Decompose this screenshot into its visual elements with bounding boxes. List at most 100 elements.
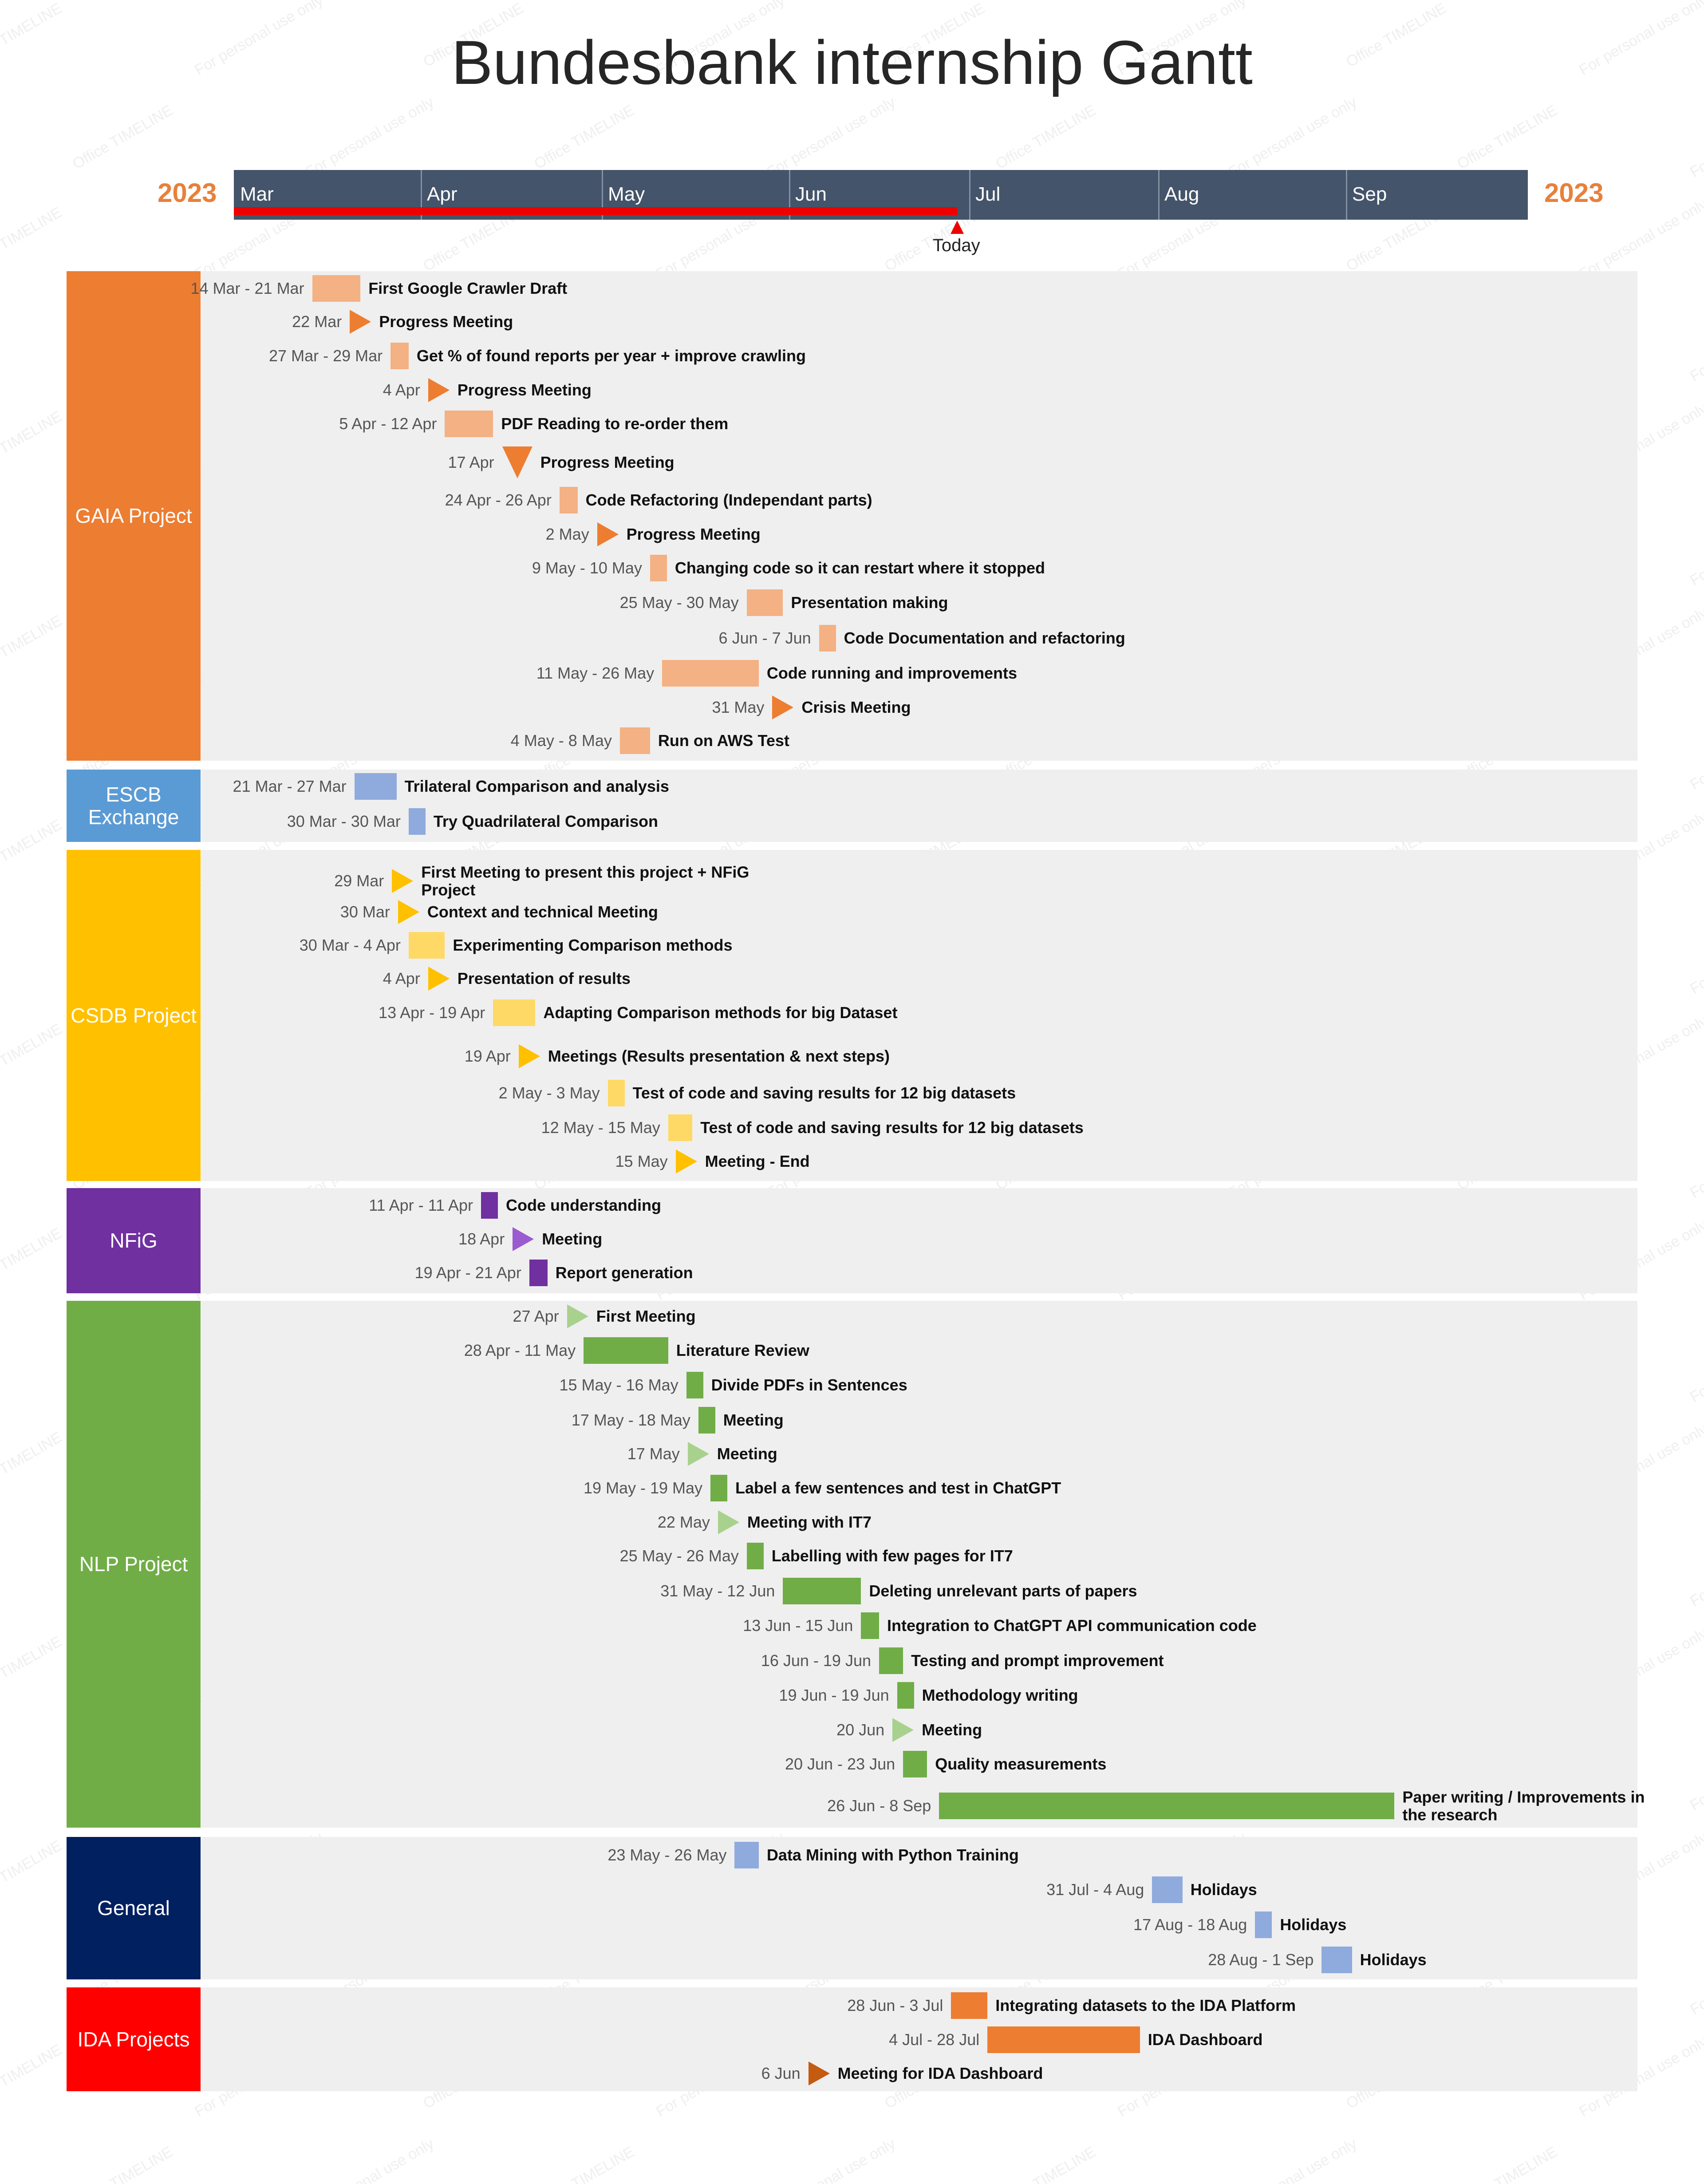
task-bar[interactable] [668, 1114, 693, 1141]
watermark-text: For personal use only [764, 93, 899, 181]
month-label-apr: Apr [427, 183, 458, 205]
watermark-text: For personal use only [1687, 1727, 1704, 1814]
task-bar[interactable] [879, 1647, 903, 1674]
task-date: 28 Apr - 11 May [464, 1341, 576, 1359]
watermark-text: Office TIMELINE [531, 102, 638, 173]
month-label-jun: Jun [795, 183, 827, 205]
task-bar[interactable] [584, 1337, 668, 1364]
task-bar[interactable] [686, 1372, 703, 1398]
task-bar[interactable] [861, 1612, 879, 1639]
task-bar[interactable] [987, 2026, 1140, 2053]
milestone-triangle-icon[interactable] [597, 522, 619, 546]
milestone-triangle-icon[interactable] [718, 1510, 739, 1534]
watermark-text: For personal use only [1687, 1114, 1704, 1202]
month-label-may: May [608, 183, 645, 205]
task-bar[interactable] [939, 1793, 1395, 1819]
task-bar[interactable] [897, 1682, 914, 1709]
task-label: Trilateral Comparison and analysis [404, 777, 669, 796]
task-bar[interactable] [783, 1578, 861, 1604]
milestone-triangle-icon[interactable] [502, 446, 532, 478]
task-bar[interactable] [1255, 1911, 1272, 1938]
task-bar[interactable] [445, 411, 493, 437]
task-bar[interactable] [493, 999, 536, 1026]
today-marker-icon [950, 221, 964, 234]
milestone-triangle-icon[interactable] [513, 1227, 534, 1251]
milestone-triangle-icon[interactable] [428, 967, 450, 991]
milestone-triangle-icon[interactable] [392, 869, 414, 893]
milestone-triangle-icon[interactable] [428, 378, 450, 402]
task-bar[interactable] [1321, 1947, 1352, 1973]
task-bar[interactable] [607, 1080, 625, 1106]
task-bar[interactable] [734, 1842, 759, 1868]
task-bar[interactable] [903, 1751, 927, 1777]
task-label: Divide PDFs in Sentences [711, 1376, 907, 1394]
task-bar[interactable] [408, 932, 445, 959]
task-bar[interactable] [354, 773, 397, 800]
watermark-text: For personal use only [1687, 910, 1704, 998]
task-bar[interactable] [819, 625, 836, 652]
watermark-text: Office TIMELINE [0, 1020, 65, 1091]
watermark-text: Office TIMELINE [70, 102, 176, 173]
year-label-left: 2023 [158, 178, 217, 208]
task-label: Meeting [542, 1230, 603, 1248]
watermark-text: For personal use only [1687, 298, 1704, 385]
task-bar[interactable] [529, 1260, 548, 1286]
group-background-ida-projects [201, 1987, 1637, 2091]
task-bar[interactable] [408, 808, 426, 835]
task-bar[interactable] [390, 343, 409, 369]
task-date: 5 Apr - 12 Apr [339, 415, 437, 433]
task-date: 14 Mar - 21 Mar [190, 279, 304, 297]
task-date: 30 Mar [340, 903, 390, 921]
task-bar[interactable] [698, 1407, 715, 1434]
watermark-text: Office TIMELINE [993, 102, 1099, 173]
milestone-triangle-icon[interactable] [892, 1718, 914, 1742]
task-label: Presentation making [791, 593, 948, 612]
task-date: 30 Mar - 30 Mar [287, 812, 401, 830]
task-bar[interactable] [619, 727, 650, 754]
task-bar[interactable] [1152, 1876, 1183, 1903]
task-label: Crisis Meeting [801, 698, 911, 717]
watermark-text: Office TIMELINE [0, 1224, 65, 1295]
task-label: Paper writing / Improvements in the rese… [1402, 1788, 1645, 1824]
task-label: Presentation of results [457, 969, 631, 988]
group-background-gaia-project [201, 271, 1637, 761]
task-date: 21 Mar - 27 Mar [233, 777, 347, 795]
task-bar[interactable] [481, 1192, 498, 1219]
milestone-triangle-icon[interactable] [687, 1442, 709, 1466]
task-bar[interactable] [746, 589, 783, 616]
watermark-text: Office TIMELINE [0, 204, 65, 275]
task-date: 31 May [712, 698, 765, 716]
task-date: 19 Jun - 19 Jun [779, 1686, 889, 1704]
task-label: Experimenting Comparison methods [453, 936, 733, 955]
task-bar[interactable] [662, 660, 759, 687]
watermark-text: Office TIMELINE [0, 408, 65, 479]
elapsed-time-bar [234, 207, 957, 215]
milestone-triangle-icon[interactable] [518, 1044, 540, 1068]
task-label: Label a few sentences and test in ChatGP… [735, 1479, 1061, 1497]
group-background-general [201, 1837, 1637, 1979]
task-date: 27 Apr [513, 1307, 559, 1325]
task-bar[interactable] [746, 1543, 764, 1569]
group-label-gaia-project: GAIA Project [67, 271, 201, 761]
milestone-triangle-icon[interactable] [808, 2062, 830, 2085]
task-label: Testing and prompt improvement [911, 1651, 1164, 1670]
milestone-triangle-icon[interactable] [675, 1149, 697, 1173]
watermark-text: For personal use only [1687, 1523, 1704, 1610]
watermark-text: For personal use only [1687, 1319, 1704, 1406]
milestone-triangle-icon[interactable] [350, 310, 371, 334]
task-bar[interactable] [951, 1992, 988, 2019]
task-bar[interactable] [650, 555, 667, 581]
task-label: Meeting with IT7 [747, 1513, 872, 1532]
task-label: Holidays [1280, 1915, 1347, 1934]
task-bar[interactable] [559, 487, 578, 513]
task-bar[interactable] [710, 1475, 728, 1501]
month-divider [1346, 170, 1347, 220]
task-bar[interactable] [312, 275, 361, 302]
task-date: 4 Apr [383, 969, 420, 987]
task-date: 26 Jun - 8 Sep [827, 1797, 931, 1815]
milestone-triangle-icon[interactable] [567, 1304, 588, 1328]
milestone-triangle-icon[interactable] [772, 695, 794, 719]
milestone-triangle-icon[interactable] [398, 900, 419, 924]
task-label: Code Documentation and refactoring [844, 629, 1125, 648]
watermark-text: Office TIMELINE [1454, 102, 1561, 173]
